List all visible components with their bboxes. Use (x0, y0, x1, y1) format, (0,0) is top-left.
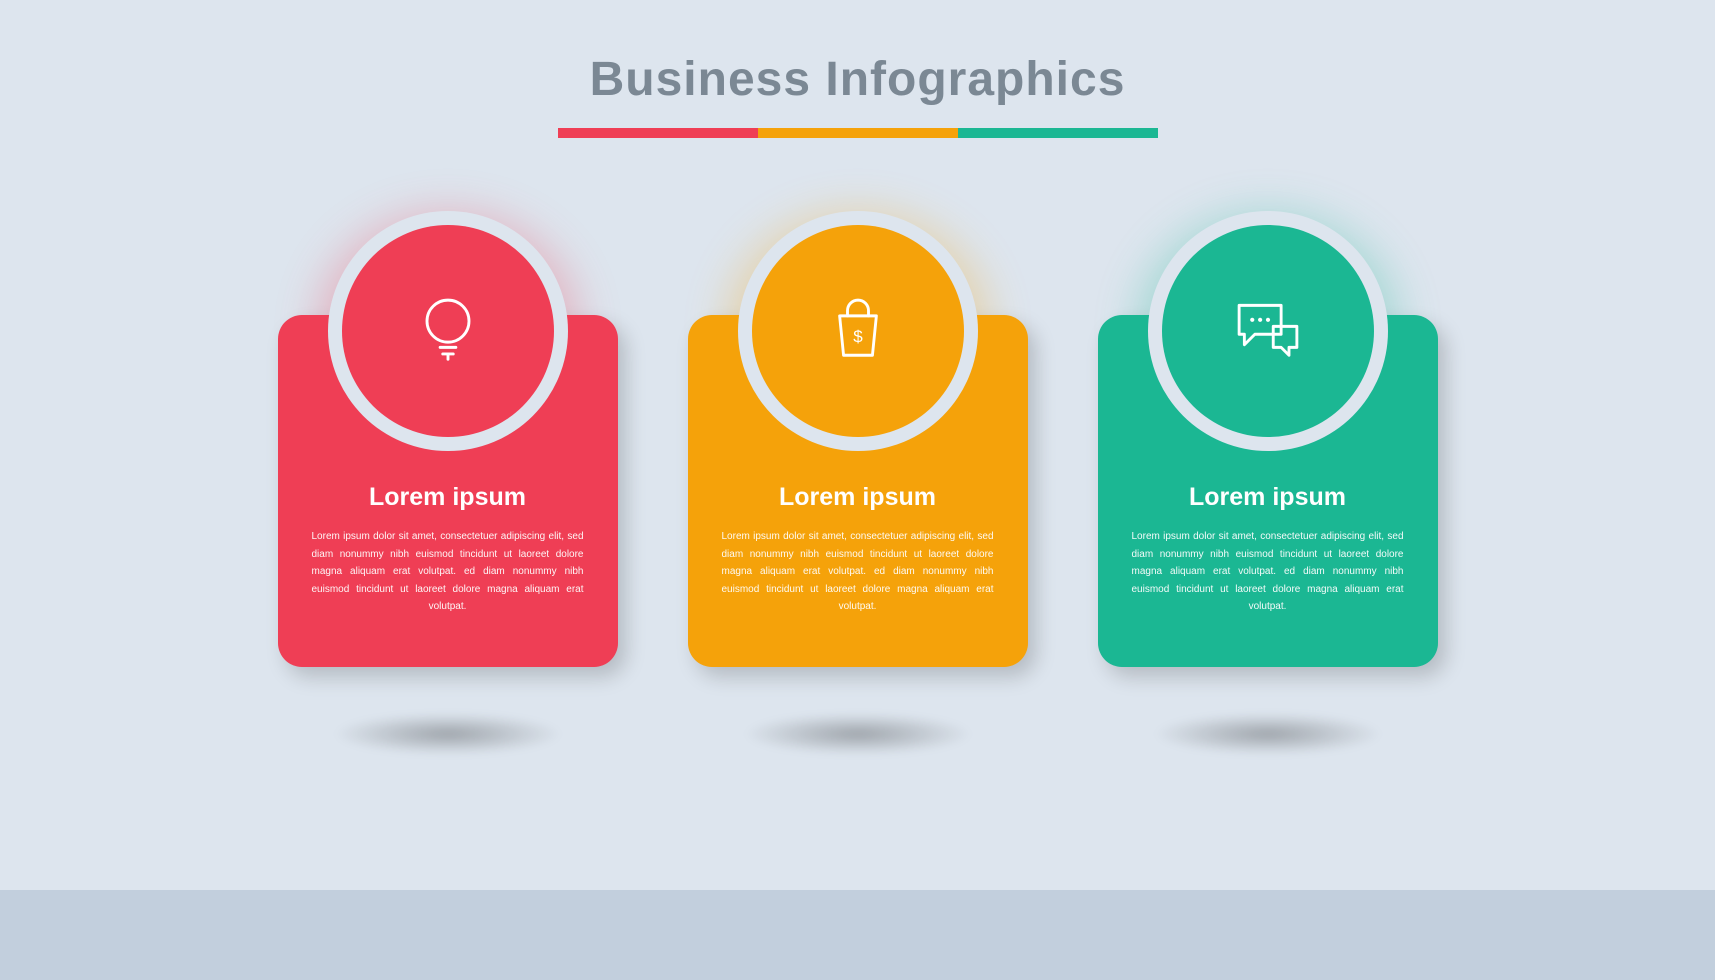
underline-seg-3 (958, 128, 1158, 138)
floor-shadow (333, 713, 563, 755)
icon-circle: $ (752, 225, 964, 437)
shopping-bag-icon: $ (816, 287, 900, 376)
stage: Business Infographics (0, 0, 1715, 980)
cards-row: Lorem ipsum Lorem ipsum dolor sit amet, … (278, 225, 1438, 745)
floor-shadow (1153, 713, 1383, 755)
card-heading: Lorem ipsum (312, 483, 584, 512)
card-body-text: Lorem ipsum dolor sit amet, consectetuer… (1132, 528, 1404, 616)
infographic-card: Lorem ipsum Lorem ipsum dolor sit amet, … (1098, 225, 1438, 745)
card-content: Lorem ipsum Lorem ipsum dolor sit amet, … (688, 483, 1028, 616)
icon-circle (342, 225, 554, 437)
underline-seg-2 (758, 128, 958, 138)
card-heading: Lorem ipsum (722, 483, 994, 512)
title-underline (558, 128, 1158, 138)
svg-text:$: $ (853, 327, 863, 346)
infographic-card: $ Lorem ipsum Lorem ipsum dolor sit amet… (688, 225, 1028, 745)
underline-seg-1 (558, 128, 758, 138)
card-body-text: Lorem ipsum dolor sit amet, consectetuer… (722, 528, 994, 616)
card-content: Lorem ipsum Lorem ipsum dolor sit amet, … (278, 483, 618, 616)
icon-circle (1162, 225, 1374, 437)
card-body-text: Lorem ipsum dolor sit amet, consectetuer… (312, 528, 584, 616)
lightbulb-icon (406, 287, 490, 376)
card-heading: Lorem ipsum (1132, 483, 1404, 512)
page-title: Business Infographics (590, 52, 1126, 107)
chat-icon (1226, 287, 1310, 376)
floor-shadow (743, 713, 973, 755)
card-content: Lorem ipsum Lorem ipsum dolor sit amet, … (1098, 483, 1438, 616)
infographic-card: Lorem ipsum Lorem ipsum dolor sit amet, … (278, 225, 618, 745)
